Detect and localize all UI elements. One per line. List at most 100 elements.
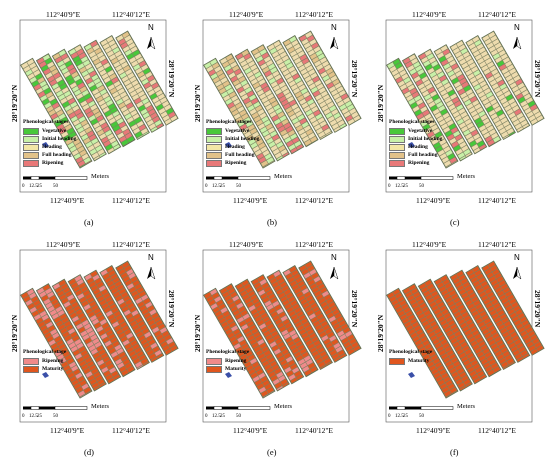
longitude-label-right: 112°40'12"E	[295, 10, 333, 19]
field-plot	[458, 122, 467, 129]
field-plot	[441, 322, 450, 330]
field-plot	[95, 95, 104, 103]
field-plot	[122, 45, 131, 53]
field-plot	[530, 118, 538, 125]
field-plot	[281, 362, 290, 370]
field-plot	[490, 362, 499, 370]
field-plot	[115, 314, 124, 321]
field-plot	[289, 69, 298, 77]
field-plot	[139, 324, 148, 331]
field-plot	[265, 333, 273, 341]
field-plot	[53, 316, 62, 324]
field-plot	[283, 102, 291, 110]
field-plot	[307, 49, 316, 57]
field-plot	[135, 67, 143, 75]
field-plot	[262, 85, 271, 93]
field-plot	[271, 281, 280, 288]
field-plot	[517, 82, 525, 90]
field-plot	[252, 312, 261, 319]
field-plot	[277, 125, 286, 133]
field-plot	[432, 357, 441, 365]
field-plot	[118, 135, 127, 143]
map-panel-e: 112°40'9"E 112°40'12"E 28°19'20"N 28°19'…	[187, 234, 363, 462]
field-plot	[86, 47, 95, 55]
field-plot	[214, 310, 223, 317]
field-plot	[100, 102, 108, 110]
field-plot	[438, 55, 447, 63]
field-plot	[501, 67, 509, 75]
field-plot	[90, 137, 99, 145]
field-plot	[449, 73, 457, 81]
field-plot	[493, 86, 502, 94]
field-plot	[471, 329, 480, 337]
field-plot	[522, 333, 530, 341]
field-plot	[471, 266, 480, 273]
field-plot	[126, 366, 135, 373]
field-plot	[318, 316, 327, 324]
field-plot	[117, 317, 126, 325]
field-plot	[327, 345, 336, 353]
field-plot	[403, 76, 411, 84]
field-plot	[137, 71, 145, 78]
field-plot	[263, 285, 272, 293]
field-plot	[472, 50, 481, 58]
field-plot	[237, 105, 245, 113]
field-plot	[89, 378, 98, 386]
field-plot	[315, 357, 324, 365]
field-plot	[240, 79, 248, 87]
map-panel-a: 112°40'9"E 112°40'12"E 28°19'20"N 28°19'…	[4, 4, 180, 232]
field-plot	[500, 53, 509, 61]
field-plot	[113, 144, 121, 151]
field-plot	[425, 83, 434, 91]
field-plot	[491, 312, 500, 320]
field-plot	[256, 305, 264, 312]
field-plot	[309, 366, 318, 373]
field-plot	[297, 358, 306, 366]
field-plot	[436, 345, 445, 353]
field-plot	[515, 322, 524, 330]
field-plot	[451, 371, 459, 378]
field-plot	[106, 113, 115, 121]
field-parcels	[20, 260, 179, 399]
field-plot	[109, 73, 117, 81]
field-plot	[256, 89, 265, 97]
field-plot	[312, 90, 321, 98]
field-plot	[242, 63, 250, 71]
field-plot	[403, 321, 412, 328]
field-plot	[111, 306, 119, 314]
field-plot	[319, 286, 328, 294]
field-plot	[295, 340, 303, 348]
field-plot	[507, 308, 516, 316]
field-plot	[268, 326, 277, 334]
field-plot	[114, 50, 123, 58]
field-plot	[81, 70, 89, 77]
field-plot	[315, 293, 324, 301]
field-plot	[460, 111, 468, 119]
field-plot	[477, 91, 486, 98]
field-plot	[254, 85, 263, 93]
field-plot	[408, 54, 417, 61]
field-plot	[112, 46, 120, 54]
field-plot	[446, 133, 455, 141]
field-plot	[298, 98, 307, 106]
field-plot	[101, 72, 109, 80]
field-plot	[254, 315, 263, 323]
longitude-label-right: 112°40'12"E	[112, 10, 150, 19]
field-plot	[442, 278, 451, 286]
field-plot	[505, 74, 513, 82]
field-parcels	[386, 260, 545, 399]
field-plot	[526, 341, 534, 348]
field-plot	[484, 121, 493, 129]
field-plot	[216, 83, 225, 91]
field-plot	[105, 143, 113, 151]
field-plot	[129, 90, 138, 98]
field-plot	[252, 82, 261, 89]
field-plot	[92, 58, 101, 66]
field-plot	[288, 266, 297, 273]
field-plot	[110, 273, 118, 281]
field-plot	[98, 348, 107, 356]
field-plot	[506, 64, 515, 71]
field-plot	[386, 61, 395, 69]
field-plot	[37, 321, 46, 328]
field-plot	[301, 121, 310, 129]
